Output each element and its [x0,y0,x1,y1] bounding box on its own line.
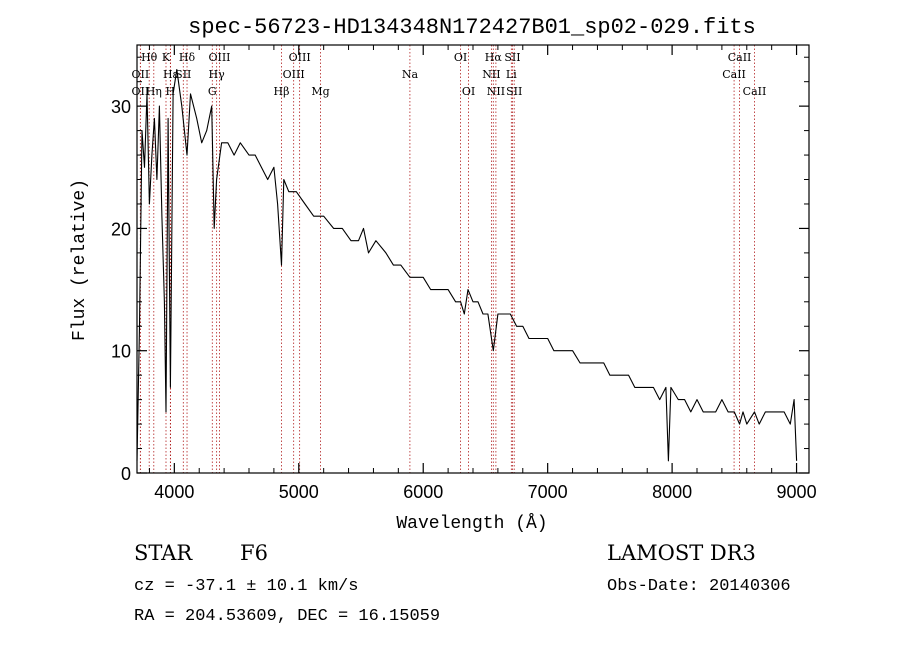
object-subclass: F6 [240,541,268,565]
line-label-23: NII [487,85,505,98]
object-class: STAR [134,541,193,565]
line-label-7: SII [175,68,191,81]
line-label-25: CaII [728,51,752,64]
line-label-2: OII [132,85,150,98]
x-tick-label-3: 7000 [528,482,568,502]
y-tick-label-2: 20 [111,219,131,239]
y-axis: 0 10 20 30 [111,56,809,484]
redshift-info: cz = -37.1 ± 10.1 km/s [134,577,358,596]
line-label-20: SII [504,51,520,64]
line-label-27: CaII [743,85,767,98]
line-label-11: G [208,85,217,98]
line-label-12: OIII [289,51,311,64]
line-label-24: SII [506,85,522,98]
x-tick-label-0: 4000 [154,482,194,502]
line-label-21: NII [482,68,500,81]
survey-name: LAMOST DR3 [607,541,756,565]
line-label-1: OII [132,68,150,81]
line-label-26: CaII [722,68,746,81]
line-label-14: Hβ [274,85,290,98]
line-label-15: Mg [311,85,329,98]
plot-frame [136,44,810,474]
x-tick-label-4: 8000 [652,482,692,502]
y-tick-label-1: 10 [111,342,131,362]
line-label-16: Na [402,68,419,81]
x-axis-label: Wavelength (Å) [396,513,547,534]
y-tick-label-0: 0 [121,464,131,484]
line-label-18: OI [462,85,475,98]
coordinates-info: RA = 204.53609, DEC = 16.15059 [134,607,440,626]
line-label-6: Hδ [179,51,196,64]
line-label-19: Hα [485,51,503,64]
x-tick-label-1: 5000 [279,482,319,502]
chart-title: spec-56723-HD134348N172427B01_sp02-029.f… [188,15,756,40]
line-label-13: OIII [283,68,305,81]
line-label-22: Li [506,68,517,81]
line-label-17: OI [454,51,467,64]
spectrum-line [136,68,798,462]
line-label-4: Hε [163,68,179,81]
x-axis: 4000 5000 6000 7000 8000 9000 [148,45,817,502]
line-label-8: H [166,85,176,98]
spectral-line-markers [139,45,755,473]
line-label-5: Hη [146,85,162,98]
y-axis-label: Flux (relative) [70,179,90,341]
line-label-9: OIII [208,51,230,64]
line-label-10: Hγ [209,68,226,81]
observation-date: Obs-Date: 20140306 [607,577,791,596]
x-tick-label-5: 9000 [777,482,817,502]
line-label-3: K [162,51,171,64]
x-tick-label-2: 6000 [403,482,443,502]
y-tick-label-3: 30 [111,97,131,117]
line-label-0: Hθ [141,51,158,64]
